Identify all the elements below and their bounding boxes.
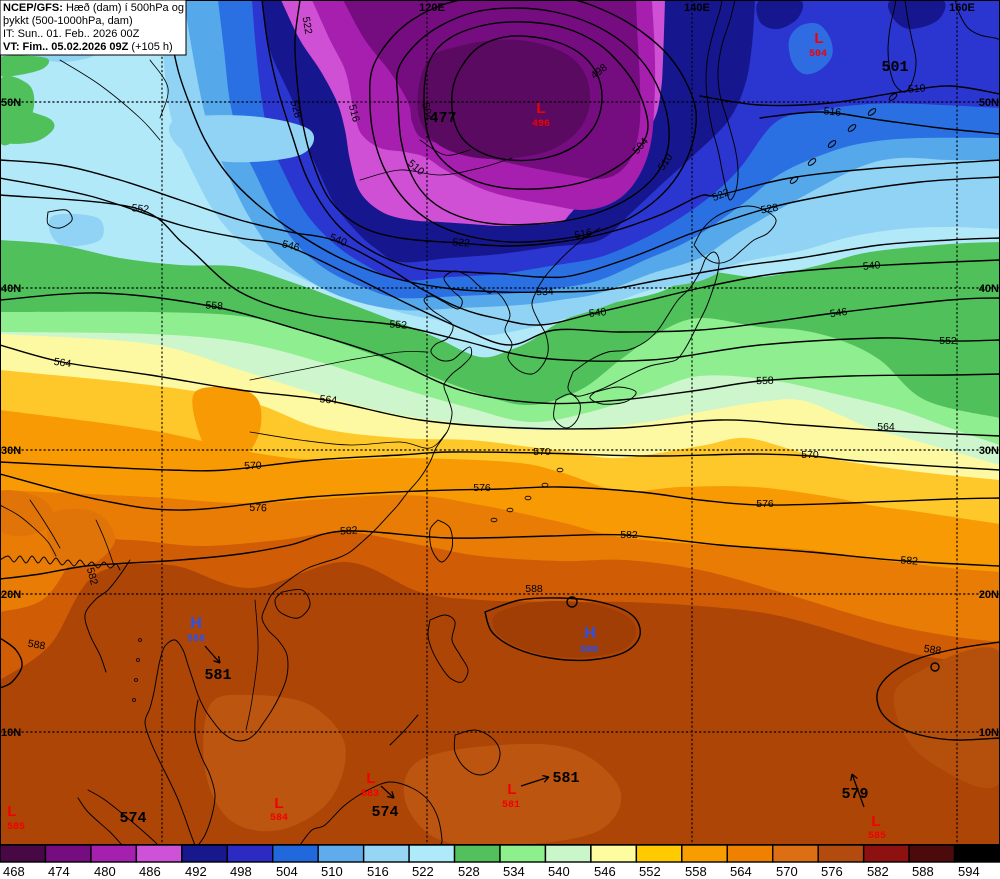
svg-text:492: 492	[185, 864, 207, 879]
svg-text:528: 528	[288, 99, 304, 119]
svg-text:H: H	[584, 625, 596, 642]
svg-text:534: 534	[503, 864, 525, 879]
svg-text:588: 588	[912, 864, 934, 879]
svg-text:576: 576	[821, 864, 843, 879]
svg-text:NCEP/GFS: Hæð (dam) í 500hPa o: NCEP/GFS: Hæð (dam) í 500hPa og	[3, 2, 184, 14]
svg-text:IT: Sun.. 01. Feb.. 2026 00Z: IT: Sun.. 01. Feb.. 2026 00Z	[3, 28, 140, 40]
svg-text:552: 552	[639, 864, 661, 879]
svg-text:585: 585	[868, 831, 886, 842]
svg-text:552: 552	[131, 202, 150, 216]
svg-text:L: L	[274, 795, 283, 812]
svg-text:581: 581	[502, 800, 520, 811]
svg-text:480: 480	[94, 864, 116, 879]
svg-text:474: 474	[48, 864, 70, 879]
svg-text:540: 540	[588, 306, 607, 320]
svg-text:516: 516	[367, 864, 389, 879]
svg-text:L: L	[871, 813, 880, 830]
svg-text:504: 504	[276, 864, 298, 879]
svg-text:498: 498	[230, 864, 252, 879]
svg-text:564: 564	[730, 864, 752, 879]
svg-text:582: 582	[620, 529, 638, 541]
svg-text:581: 581	[204, 667, 231, 684]
svg-text:552: 552	[939, 335, 957, 347]
svg-text:516: 516	[823, 105, 842, 119]
svg-text:504: 504	[809, 49, 827, 60]
svg-text:574: 574	[371, 804, 398, 821]
svg-text:552: 552	[389, 318, 407, 331]
svg-text:528: 528	[760, 202, 779, 217]
svg-text:486: 486	[139, 864, 161, 879]
svg-text:588: 588	[580, 645, 598, 656]
svg-text:582: 582	[900, 554, 918, 567]
svg-text:501: 501	[881, 59, 908, 76]
svg-text:540: 540	[548, 864, 570, 879]
svg-text:546: 546	[829, 306, 848, 320]
svg-text:50N: 50N	[979, 97, 999, 109]
svg-text:40N: 40N	[979, 283, 999, 295]
svg-text:522: 522	[452, 236, 470, 249]
svg-text:10N: 10N	[1, 727, 21, 739]
svg-text:L: L	[507, 781, 516, 798]
svg-text:534: 534	[536, 286, 554, 299]
svg-text:588: 588	[187, 634, 205, 645]
svg-text:þykkt (500-1000hPa, dam): þykkt (500-1000hPa, dam)	[3, 15, 133, 27]
svg-text:576: 576	[473, 482, 491, 494]
svg-text:120E: 120E	[419, 2, 445, 14]
svg-text:583: 583	[361, 789, 379, 800]
svg-text:574: 574	[119, 810, 146, 827]
svg-text:20N: 20N	[1, 589, 21, 601]
svg-text:579: 579	[841, 786, 868, 803]
svg-text:546: 546	[594, 864, 616, 879]
svg-text:570: 570	[801, 449, 819, 461]
svg-text:522: 522	[300, 16, 315, 35]
svg-text:588: 588	[525, 583, 543, 595]
svg-text:510: 510	[321, 864, 343, 879]
svg-text:468: 468	[3, 864, 25, 879]
svg-text:528: 528	[458, 864, 480, 879]
svg-text:558: 558	[685, 864, 707, 879]
svg-text:516: 516	[574, 226, 594, 241]
svg-text:496: 496	[532, 119, 550, 130]
svg-text:H: H	[190, 615, 202, 632]
svg-text:585: 585	[7, 822, 25, 833]
svg-text:584: 584	[270, 813, 288, 824]
svg-text:564: 564	[877, 421, 895, 433]
svg-text:30N: 30N	[1, 445, 21, 457]
svg-text:546: 546	[281, 238, 301, 254]
svg-text:588: 588	[923, 643, 942, 657]
svg-text:558: 558	[756, 375, 774, 388]
svg-text:576: 576	[756, 498, 774, 510]
svg-text:582: 582	[84, 566, 100, 586]
svg-text:570: 570	[776, 864, 798, 879]
svg-text:30N: 30N	[979, 445, 999, 457]
svg-text:594: 594	[958, 864, 980, 879]
svg-text:576: 576	[249, 502, 267, 515]
svg-text:40N: 40N	[1, 283, 21, 295]
svg-text:510: 510	[908, 82, 926, 95]
svg-text:570: 570	[533, 446, 551, 458]
svg-text:582: 582	[340, 524, 358, 537]
svg-text:VT: Fim.. 05.02.2026 09Z (+105: VT: Fim.. 05.02.2026 09Z (+105 h)	[3, 41, 173, 53]
svg-text:20N: 20N	[979, 589, 999, 601]
svg-text:L: L	[536, 100, 545, 117]
svg-text:588: 588	[27, 638, 46, 653]
svg-text:582: 582	[867, 864, 889, 879]
svg-text:564: 564	[319, 393, 338, 407]
svg-text:540: 540	[862, 259, 881, 273]
svg-text:516: 516	[346, 103, 362, 123]
svg-text:522: 522	[412, 864, 434, 879]
svg-text:477: 477	[429, 110, 456, 127]
svg-text:50N: 50N	[1, 97, 21, 109]
svg-text:564: 564	[53, 356, 72, 370]
svg-text:L: L	[7, 803, 16, 820]
svg-text:L: L	[366, 770, 375, 787]
svg-text:558: 558	[205, 299, 223, 312]
svg-text:160E: 160E	[949, 2, 975, 14]
svg-text:140E: 140E	[684, 2, 710, 14]
svg-text:10N: 10N	[979, 727, 999, 739]
svg-text:570: 570	[244, 460, 262, 473]
svg-text:L: L	[814, 30, 823, 47]
svg-text:581: 581	[552, 770, 579, 787]
